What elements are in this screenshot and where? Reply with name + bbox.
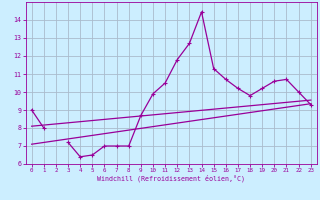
- X-axis label: Windchill (Refroidissement éolien,°C): Windchill (Refroidissement éolien,°C): [97, 175, 245, 182]
